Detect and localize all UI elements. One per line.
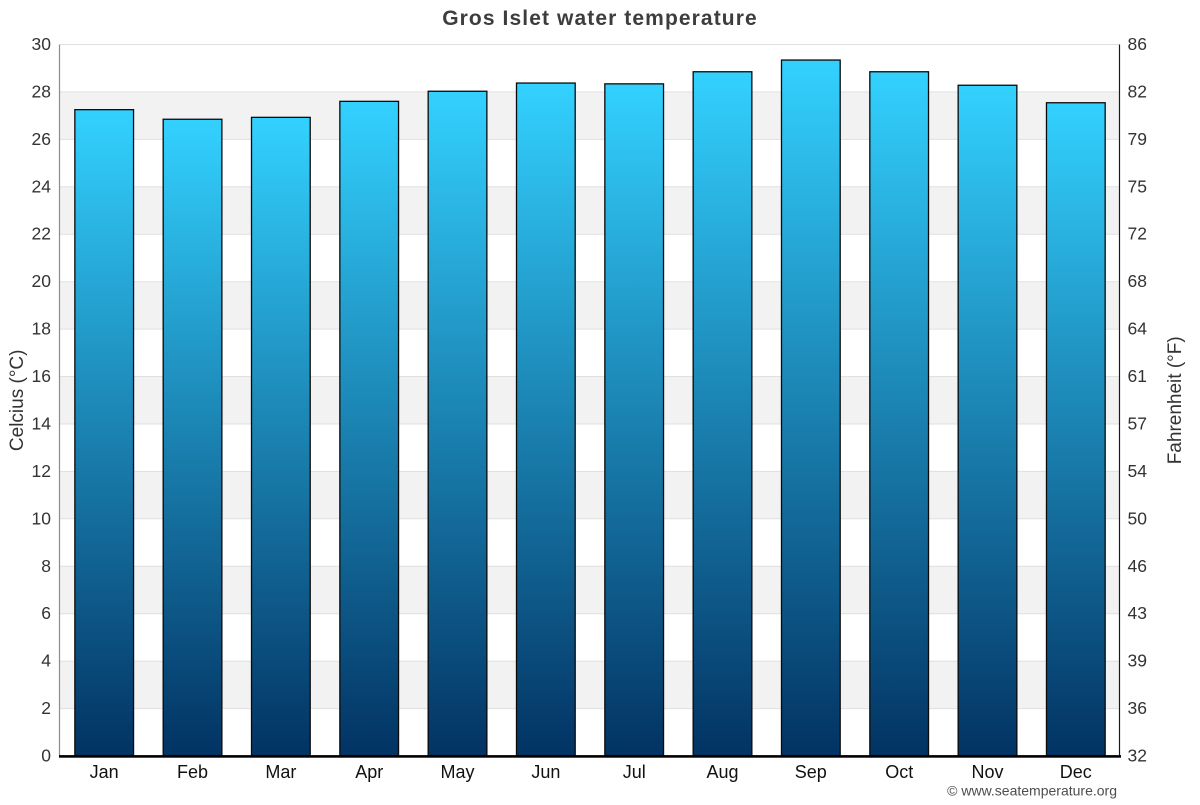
svg-text:20: 20 (32, 271, 52, 291)
svg-text:Jan: Jan (90, 762, 119, 782)
svg-text:86: 86 (1128, 34, 1147, 54)
svg-text:39: 39 (1128, 651, 1147, 671)
svg-text:10: 10 (32, 508, 52, 528)
svg-text:Gros Islet water temperature: Gros Islet water temperature (442, 7, 758, 30)
svg-text:2: 2 (41, 698, 51, 718)
svg-text:8: 8 (41, 556, 51, 576)
svg-text:0: 0 (41, 746, 51, 766)
svg-text:© www.seatemperature.org: © www.seatemperature.org (947, 783, 1117, 799)
svg-text:14: 14 (32, 414, 52, 434)
svg-text:61: 61 (1128, 366, 1147, 386)
svg-text:Fahrenheit (°F): Fahrenheit (°F) (1165, 336, 1186, 464)
svg-text:Jun: Jun (531, 762, 560, 782)
svg-text:46: 46 (1128, 556, 1147, 576)
svg-text:18: 18 (32, 319, 51, 339)
svg-text:43: 43 (1128, 603, 1147, 623)
svg-text:16: 16 (32, 366, 51, 386)
svg-text:May: May (440, 762, 474, 782)
svg-text:22: 22 (32, 224, 51, 244)
svg-text:72: 72 (1128, 224, 1147, 244)
svg-text:Mar: Mar (265, 762, 296, 782)
svg-text:50: 50 (1128, 508, 1148, 528)
svg-text:26: 26 (32, 129, 51, 149)
svg-text:Nov: Nov (971, 762, 1003, 782)
svg-text:4: 4 (41, 651, 51, 671)
svg-text:Oct: Oct (885, 762, 913, 782)
svg-text:Jul: Jul (623, 762, 646, 782)
svg-text:54: 54 (1128, 461, 1148, 481)
svg-text:68: 68 (1128, 271, 1147, 291)
svg-text:Celcius (°C): Celcius (°C) (7, 350, 28, 452)
svg-text:57: 57 (1128, 414, 1147, 434)
svg-text:64: 64 (1128, 319, 1148, 339)
svg-text:30: 30 (32, 34, 52, 54)
svg-text:6: 6 (41, 603, 51, 623)
svg-text:82: 82 (1128, 81, 1147, 101)
svg-text:79: 79 (1128, 129, 1147, 149)
svg-text:Aug: Aug (706, 762, 738, 782)
svg-text:28: 28 (32, 81, 51, 101)
svg-text:Dec: Dec (1060, 762, 1092, 782)
svg-text:75: 75 (1128, 176, 1147, 196)
svg-text:24: 24 (32, 176, 52, 196)
svg-text:36: 36 (1128, 698, 1147, 718)
svg-text:Apr: Apr (355, 762, 383, 782)
svg-text:Feb: Feb (177, 762, 208, 782)
svg-text:Sep: Sep (795, 762, 827, 782)
svg-text:12: 12 (32, 461, 51, 481)
svg-text:32: 32 (1128, 746, 1147, 766)
